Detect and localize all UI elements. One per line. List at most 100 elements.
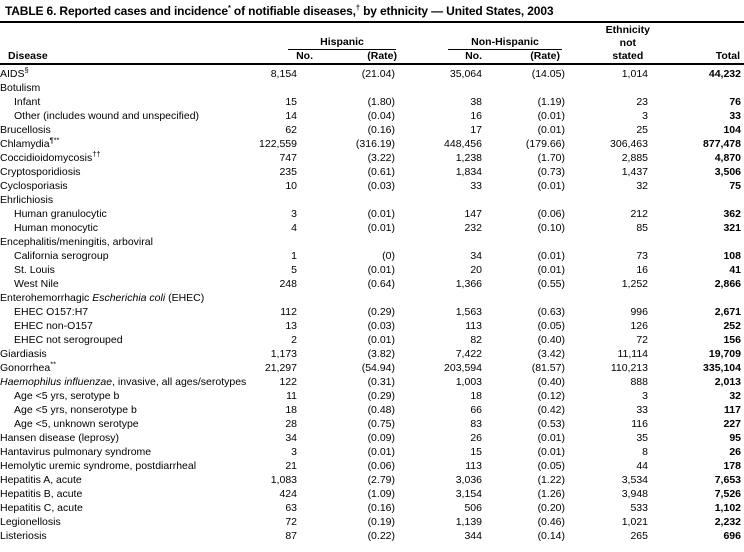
cell-hispanic-no: 21,297 (264, 362, 297, 374)
cell-total: 104 (723, 124, 741, 136)
cell-nonhispanic-no: 38 (470, 96, 482, 108)
cell-nonhispanic-no: 203,594 (444, 362, 482, 374)
cell-ethnicity-not-stated: 72 (636, 334, 648, 346)
table-row: Human granulocytic 3 (0.01) 147 (0.06) 212 362 (0, 207, 744, 221)
cell-ethnicity-not-stated: 8 (642, 446, 648, 458)
cell-ethnicity-not-stated: 1,252 (621, 278, 648, 290)
cell-hispanic-no: 235 (279, 166, 297, 178)
column-header-hispanic-rate: (Rate) (367, 50, 397, 62)
cell-nonhispanic-rate: (0.01) (537, 432, 565, 444)
cell-hispanic-rate: (1.80) (367, 96, 395, 108)
disease-name: Hemolytic uremic syndrome, postdiarrheal (0, 460, 197, 472)
table-row: EHEC not serogrouped 2 (0.01) 82 (0.40) 72 156 (0, 333, 744, 347)
disease-name: Age <5, unknown serotype (14, 418, 139, 430)
cell-nonhispanic-no: 113 (465, 320, 482, 332)
column-group-hispanic-label: Hispanic (320, 36, 364, 48)
cell-nonhispanic-no: 1,563 (455, 306, 482, 318)
cell-ethnicity-not-stated: 116 (631, 418, 648, 430)
table-row: Hemolytic uremic syndrome, postdiarrheal… (0, 459, 744, 473)
column-header-nonhispanic-no: No. (465, 50, 482, 62)
disease-table-body: AIDS§ 8,154 (21.04) 35,064 (14.05) 1,014 44,23… (0, 66, 744, 543)
cell-ethnicity-not-stated: 33 (636, 404, 648, 416)
table-row: Listeriosis 87 (0.22) 344 (0.14) 265 696 (0, 529, 744, 543)
cell-total (648, 193, 744, 207)
column-header-nonhispanic-rate: (Rate) (530, 50, 560, 62)
cell-ethnicity-not-stated: 3,534 (621, 474, 648, 486)
disease-name: Coccidioidomycosis†† (0, 149, 101, 164)
disease-name: Haemophilus influenzae, invasive, all ag… (0, 376, 247, 388)
cell-nonhispanic-rate: (0.20) (537, 502, 565, 514)
cell-hispanic-rate: (0.16) (367, 124, 395, 136)
disease-name: EHEC non-O157 (14, 320, 93, 332)
disease-name: Chlamydia¶** (0, 135, 60, 150)
cell-nonhispanic-no (395, 81, 482, 95)
table-row: California serogroup 1 (0) 34 (0.01) 73 108 (0, 249, 744, 263)
cell-hispanic-rate: (0.22) (367, 530, 395, 542)
disease-name: Hepatitis C, acute (0, 502, 83, 514)
cell-nonhispanic-rate: (0.12) (537, 390, 565, 402)
cell-nonhispanic-no: 82 (470, 334, 482, 346)
cell-hispanic-no: 62 (285, 124, 297, 136)
cell-hispanic-no: 2 (291, 334, 297, 346)
cell-hispanic-rate: (0.01) (367, 446, 395, 458)
cell-ethnicity-not-stated: 265 (630, 530, 648, 542)
cell-total: 2,866 (714, 278, 741, 290)
cell-total: 362 (723, 208, 741, 220)
cell-nonhispanic-rate: (0.05) (537, 460, 565, 472)
cell-ethnicity-not-stated: 85 (636, 222, 648, 234)
table-row: EHEC non-O157 13 (0.03) 113 (0.05) 126 252 (0, 319, 744, 333)
disease-name: EHEC not serogrouped (14, 334, 123, 346)
cell-nonhispanic-rate: (0.73) (537, 166, 565, 178)
column-header-disease: Disease (8, 50, 48, 62)
cell-ethnicity-not-stated: 126 (630, 320, 648, 332)
cell-hispanic-rate (297, 193, 395, 207)
table-header: Disease Hispanic Non-Hispanic No. (Rate)… (0, 23, 744, 63)
disease-name: Enterohemorrhagic Escherichia coli (EHEC… (0, 292, 205, 304)
cell-hispanic-rate: (0.09) (367, 432, 395, 444)
cell-hispanic-no: 1 (291, 250, 297, 262)
table-row: EHEC O157:H7 112 (0.29) 1,563 (0.63) 996 2,671 (0, 305, 744, 319)
cell-hispanic-no: 15 (285, 96, 297, 108)
cell-total (648, 291, 744, 305)
table-row: Legionellosis 72 (0.19) 1,139 (0.46) 1,021 2,2… (0, 515, 744, 529)
cell-ethnicity-not-stated: 1,437 (621, 166, 648, 178)
disease-name: California serogroup (14, 250, 109, 262)
cell-nonhispanic-no (395, 235, 482, 249)
cell-nonhispanic-no: 232 (464, 222, 482, 234)
table-row: Gonorrhea** 21,297 (54.94) 203,594 (81.57) 11… (0, 360, 744, 375)
cell-hispanic-rate: (0.29) (367, 390, 395, 402)
cell-total: 7,653 (714, 474, 741, 486)
cell-hispanic-rate: (0.01) (367, 208, 395, 220)
table-row-category: Botulism (0, 81, 744, 95)
table-row: Cryptosporidiosis 235 (0.61) 1,834 (0.73) 1,4… (0, 165, 744, 179)
cell-nonhispanic-rate: (0.01) (537, 250, 565, 262)
cell-hispanic-rate: (0.75) (367, 418, 395, 430)
cell-nonhispanic-rate: (0.53) (537, 418, 565, 430)
cell-nonhispanic-rate (482, 291, 565, 305)
cell-hispanic-no: 1,083 (270, 474, 297, 486)
cell-nonhispanic-no: 20 (470, 264, 482, 276)
cell-hispanic-no: 18 (285, 404, 297, 416)
cell-nonhispanic-rate: (3.42) (537, 348, 565, 360)
cell-ethnicity-not-stated: 25 (636, 124, 648, 136)
disease-name: Cryptosporidiosis (0, 166, 81, 178)
cell-nonhispanic-no: 1,139 (455, 516, 482, 528)
cell-nonhispanic-no: 16 (470, 110, 482, 122)
table-row: Infant 15 (1.80) 38 (1.19) 23 76 (0, 95, 744, 109)
cell-total: 44,232 (708, 68, 741, 80)
cell-hispanic-no: 3 (291, 208, 297, 220)
table-row: Hepatitis A, acute 1,083 (2.79) 3,036 (1.22)… (0, 473, 744, 487)
cell-nonhispanic-rate: (1.19) (537, 96, 565, 108)
disease-name: Giardiasis (0, 348, 47, 360)
cell-hispanic-rate: (0.04) (367, 110, 395, 122)
cell-hispanic-no: 248 (279, 278, 297, 290)
cell-total: 75 (729, 180, 741, 192)
cell-nonhispanic-no: 33 (470, 180, 482, 192)
cell-nonhispanic-rate: (0.42) (537, 404, 565, 416)
table-row-category: Encephalitis/meningitis, arboviral (0, 235, 744, 249)
title-rule (0, 21, 744, 23)
cell-nonhispanic-rate: (1.22) (537, 474, 565, 486)
table-row: Age <5, unknown serotype 28 (0.75) 83 (0.53)… (0, 417, 744, 431)
cell-nonhispanic-rate: (0.10) (537, 222, 565, 234)
table-row: Haemophilus influenzae, invasive, all ag… (0, 375, 744, 389)
